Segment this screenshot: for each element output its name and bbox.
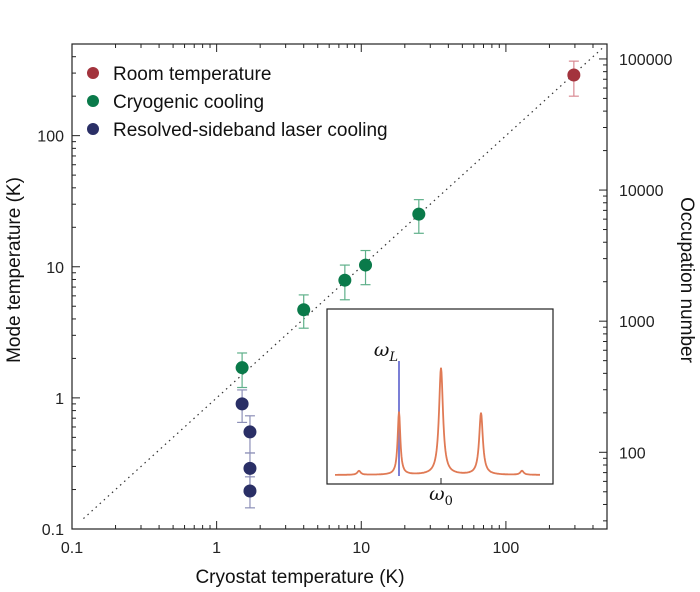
legend-marker xyxy=(87,95,99,107)
data-point xyxy=(243,425,257,439)
data-point xyxy=(235,361,249,375)
laser-frequency-subscript: L xyxy=(388,350,398,365)
y-tick-label: 100 xyxy=(37,129,64,146)
x-tick-label: 100 xyxy=(493,540,520,557)
y2-tick-label: 10000 xyxy=(619,183,664,200)
data-point xyxy=(412,207,426,221)
legend-label: Cryogenic cooling xyxy=(113,92,264,113)
legend-label: Room temperature xyxy=(113,64,271,85)
data-point xyxy=(243,484,257,498)
data-point xyxy=(359,258,373,272)
data-point xyxy=(567,68,581,82)
x-tick-label: 1 xyxy=(212,540,221,557)
laser-frequency-label: ωL xyxy=(374,339,398,365)
mode-frequency-subscript: 0 xyxy=(445,494,453,509)
inset-spectrum: ωL ω0 xyxy=(326,308,554,509)
data-point xyxy=(297,303,311,317)
axis-ticks: 0.1 1 10 100 0.1 1 10 100 100 1000 10000 100000 xyxy=(37,43,672,557)
y-tick-label: 10 xyxy=(46,260,64,277)
legend-label: Resolved-sideband laser cooling xyxy=(113,120,388,141)
y2-axis-title: Occupation number xyxy=(676,197,697,363)
x-axis-title: Cryostat temperature (K) xyxy=(195,567,404,588)
legend-marker xyxy=(87,123,99,135)
data-point xyxy=(338,273,352,287)
y2-tick-label: 1000 xyxy=(619,314,655,331)
y-tick-label: 1 xyxy=(55,391,64,408)
mode-frequency-label: ω0 xyxy=(429,483,453,509)
y-axis-title: Mode temperature (K) xyxy=(4,177,25,363)
y-tick-label: 0.1 xyxy=(42,522,64,539)
spectrum-curve xyxy=(335,367,540,476)
legend-marker xyxy=(87,67,99,79)
plot-frame xyxy=(71,43,608,530)
x-tick-label: 10 xyxy=(352,540,370,557)
x-tick-label: 0.1 xyxy=(61,540,83,557)
legend: Room temperature Cryogenic cooling Resolve… xyxy=(87,64,388,141)
data-points xyxy=(235,60,581,509)
data-point xyxy=(235,397,249,411)
y2-tick-label: 100000 xyxy=(619,52,672,69)
y2-tick-label: 100 xyxy=(619,445,646,462)
data-point xyxy=(243,461,257,475)
